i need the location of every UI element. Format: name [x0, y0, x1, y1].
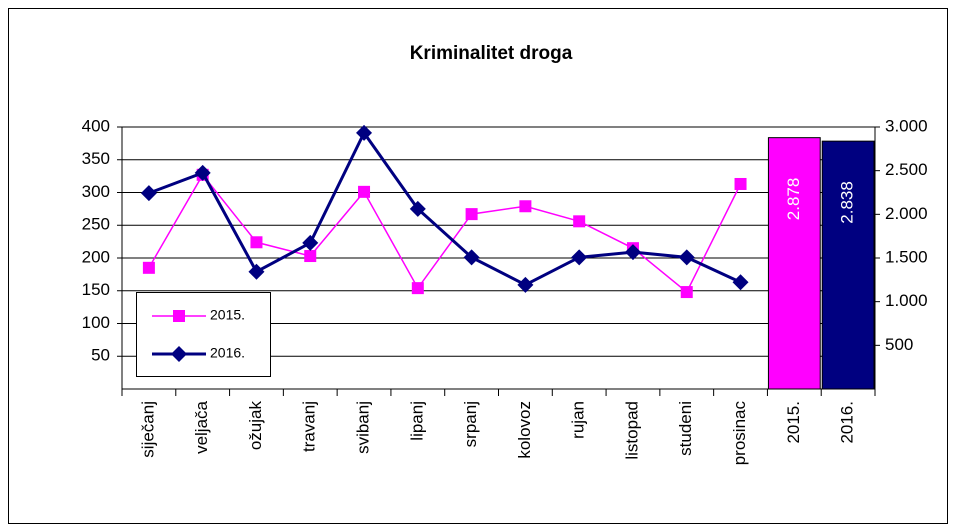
- chart-title: Kriminalitet droga: [410, 43, 573, 64]
- legend-label: 2015.: [210, 307, 245, 323]
- point: [409, 200, 426, 217]
- point: [463, 249, 480, 266]
- y-tick-label: 300: [82, 182, 110, 201]
- point: [302, 234, 319, 251]
- point: [573, 215, 586, 228]
- point: [358, 185, 371, 198]
- x-tick-label: ožujak: [246, 401, 265, 451]
- x-tick-label: srpanj: [461, 401, 480, 447]
- legend-label: 2016.: [210, 345, 245, 361]
- legend-box: [136, 292, 271, 377]
- point: [142, 261, 155, 274]
- x-tick-label: lipanj: [407, 401, 426, 441]
- y-tick-label: 100: [82, 313, 110, 332]
- point: [734, 177, 747, 190]
- y2-tick-label: 2.500: [885, 160, 928, 179]
- x-tick-label: 2016.: [838, 401, 857, 444]
- point: [411, 282, 424, 295]
- y-tick-label: 50: [91, 346, 110, 365]
- point: [465, 208, 478, 221]
- x-tick-label: rujan: [569, 401, 588, 439]
- y2-tick-label: 500: [885, 335, 913, 354]
- legend-marker: [173, 310, 185, 322]
- series-line: [148, 173, 742, 294]
- y2-tick-label: 1.000: [885, 291, 928, 310]
- y-tick-label: 350: [82, 149, 110, 168]
- y2-tick-label: 2.000: [885, 204, 928, 223]
- point: [732, 274, 749, 291]
- point: [624, 244, 641, 261]
- point: [356, 124, 373, 141]
- point: [680, 286, 693, 299]
- x-tick-label: kolovoz: [515, 401, 534, 459]
- value-label: 2.838: [838, 181, 857, 224]
- x-tick-label: siječanj: [138, 401, 157, 458]
- x-tick-label: listopad: [622, 401, 641, 460]
- x-tick-label: veljača: [192, 400, 211, 453]
- bar: [767, 137, 821, 390]
- x-tick-label: travanj: [300, 401, 319, 452]
- y2-tick-label: 3.000: [885, 116, 928, 135]
- point: [519, 200, 532, 213]
- point: [194, 164, 211, 181]
- point: [304, 250, 317, 263]
- legend: 2015. 2016.: [136, 292, 271, 377]
- point: [571, 249, 588, 266]
- x-tick-label: prosinac: [730, 401, 749, 466]
- y-tick-label: 150: [82, 280, 110, 299]
- y2-tick-label: 1.500: [885, 247, 928, 266]
- point: [678, 249, 695, 266]
- y-tick-label: 200: [82, 247, 110, 266]
- legend-marker: [171, 346, 187, 362]
- point: [248, 263, 265, 280]
- point: [250, 236, 263, 249]
- x-tick-label: 2015.: [784, 401, 803, 444]
- y-tick-label: 400: [82, 116, 110, 135]
- point: [517, 276, 534, 293]
- series-line: [148, 129, 742, 287]
- value-label: 2.878: [784, 178, 803, 221]
- bar: [821, 140, 875, 390]
- x-tick-label: svibanj: [354, 401, 373, 454]
- point: [140, 185, 157, 202]
- x-tick-label: studeni: [676, 401, 695, 456]
- y-tick-label: 250: [82, 215, 110, 234]
